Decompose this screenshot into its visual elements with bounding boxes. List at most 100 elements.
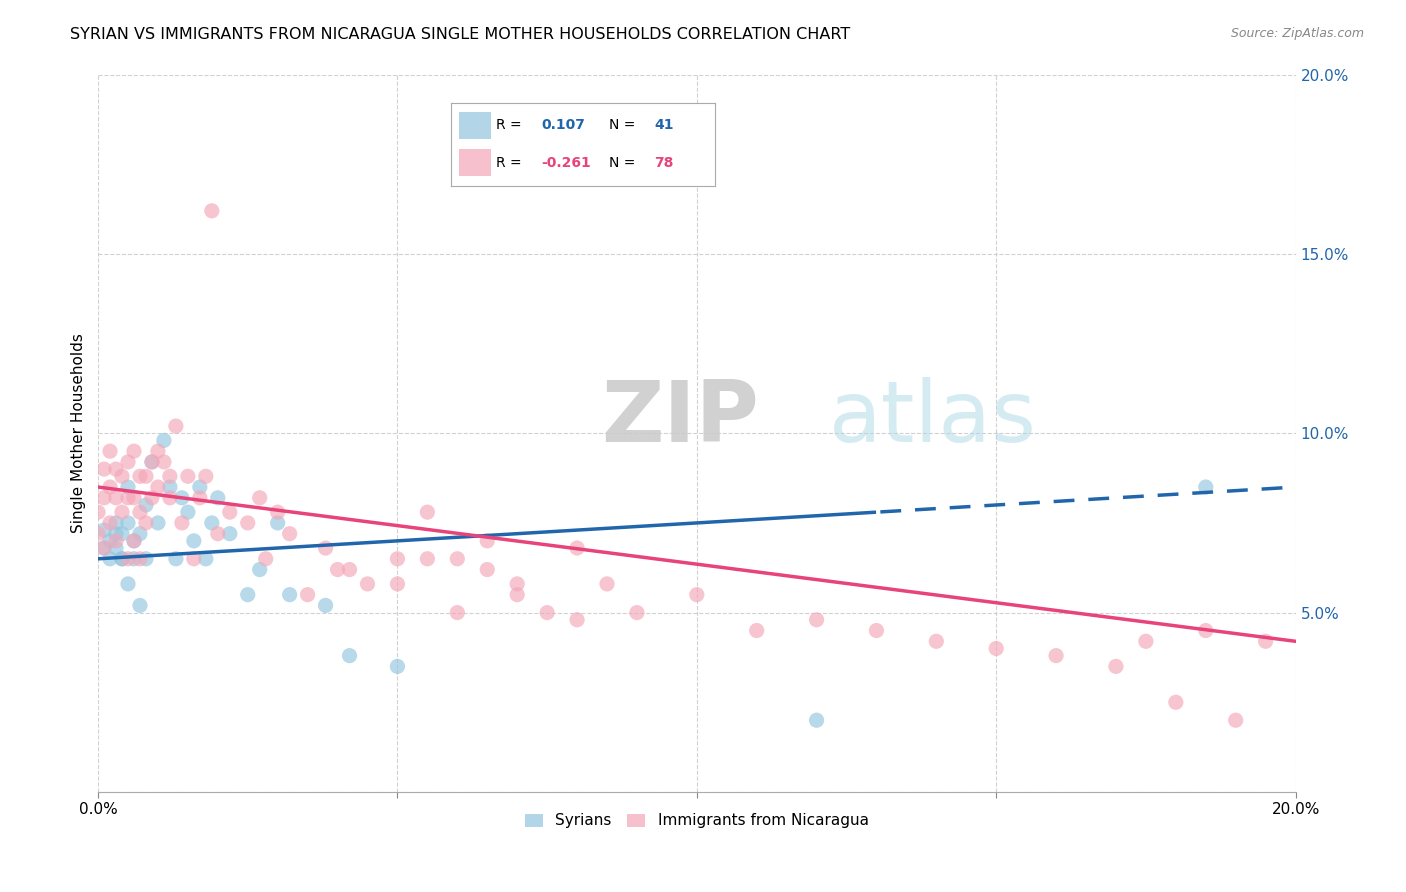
Point <box>315 541 337 555</box>
Point <box>129 505 152 519</box>
Point <box>266 516 288 530</box>
Point <box>146 444 169 458</box>
Point <box>177 505 200 519</box>
Point <box>201 203 224 218</box>
Point <box>117 551 139 566</box>
Point <box>565 613 588 627</box>
Point <box>339 648 361 663</box>
Point <box>477 563 499 577</box>
Y-axis label: Single Mother Households: Single Mother Households <box>72 334 86 533</box>
Point <box>135 498 157 512</box>
Point <box>98 516 121 530</box>
Point <box>170 516 193 530</box>
Point <box>218 505 240 519</box>
Point <box>387 551 409 566</box>
Point <box>105 541 128 555</box>
Point <box>254 551 277 566</box>
Point <box>165 419 187 434</box>
Point <box>1164 695 1187 709</box>
Point <box>218 526 240 541</box>
Point <box>201 516 224 530</box>
Point <box>626 606 648 620</box>
Point <box>1195 480 1218 494</box>
Point <box>117 455 139 469</box>
Point <box>146 516 169 530</box>
Point <box>236 516 259 530</box>
Point <box>297 588 319 602</box>
Point <box>135 469 157 483</box>
Point <box>416 551 439 566</box>
Point <box>93 541 115 555</box>
Point <box>117 516 139 530</box>
Point <box>506 588 529 602</box>
Point <box>105 533 128 548</box>
Point <box>315 599 337 613</box>
Point <box>122 533 145 548</box>
Point <box>806 713 828 727</box>
Point <box>111 551 134 566</box>
Point <box>135 516 157 530</box>
Point <box>1225 713 1247 727</box>
Point <box>387 659 409 673</box>
Point <box>129 551 152 566</box>
Point <box>141 491 163 505</box>
Text: ZIP: ZIP <box>600 377 759 460</box>
Point <box>93 462 115 476</box>
Point <box>1254 634 1277 648</box>
Point <box>170 491 193 505</box>
Point <box>159 469 181 483</box>
Point <box>111 551 134 566</box>
Point <box>986 641 1008 656</box>
Point <box>236 588 259 602</box>
Text: Source: ZipAtlas.com: Source: ZipAtlas.com <box>1230 27 1364 40</box>
Point <box>117 480 139 494</box>
Point <box>356 577 378 591</box>
Point <box>278 588 301 602</box>
Point <box>98 551 121 566</box>
Point <box>177 469 200 483</box>
Point <box>105 516 128 530</box>
Point <box>565 541 588 555</box>
Point <box>416 505 439 519</box>
Point <box>98 444 121 458</box>
Point <box>506 577 529 591</box>
Point <box>129 469 152 483</box>
Text: atlas: atlas <box>828 377 1036 460</box>
Point <box>339 563 361 577</box>
Point <box>387 577 409 591</box>
Point <box>446 551 468 566</box>
Point <box>686 588 709 602</box>
Point <box>111 505 134 519</box>
Point <box>87 526 110 541</box>
Point <box>105 462 128 476</box>
Point <box>159 480 181 494</box>
Point <box>146 480 169 494</box>
Point <box>159 491 181 505</box>
Point <box>183 533 205 548</box>
Point <box>188 480 211 494</box>
Point <box>141 455 163 469</box>
Point <box>153 434 176 448</box>
Point <box>122 444 145 458</box>
Point <box>188 491 211 505</box>
Point <box>141 455 163 469</box>
Point <box>122 491 145 505</box>
Point <box>865 624 887 638</box>
Point <box>446 606 468 620</box>
Point <box>266 505 288 519</box>
Point <box>596 577 619 591</box>
Point <box>111 526 134 541</box>
Point <box>278 526 301 541</box>
Point <box>105 526 128 541</box>
Point <box>183 551 205 566</box>
Point <box>806 613 828 627</box>
Point <box>129 526 152 541</box>
Point <box>117 577 139 591</box>
Point <box>1135 634 1157 648</box>
Point <box>249 491 271 505</box>
Point <box>87 505 110 519</box>
Point <box>745 624 768 638</box>
Point <box>326 563 349 577</box>
Point <box>98 480 121 494</box>
Point <box>153 455 176 469</box>
